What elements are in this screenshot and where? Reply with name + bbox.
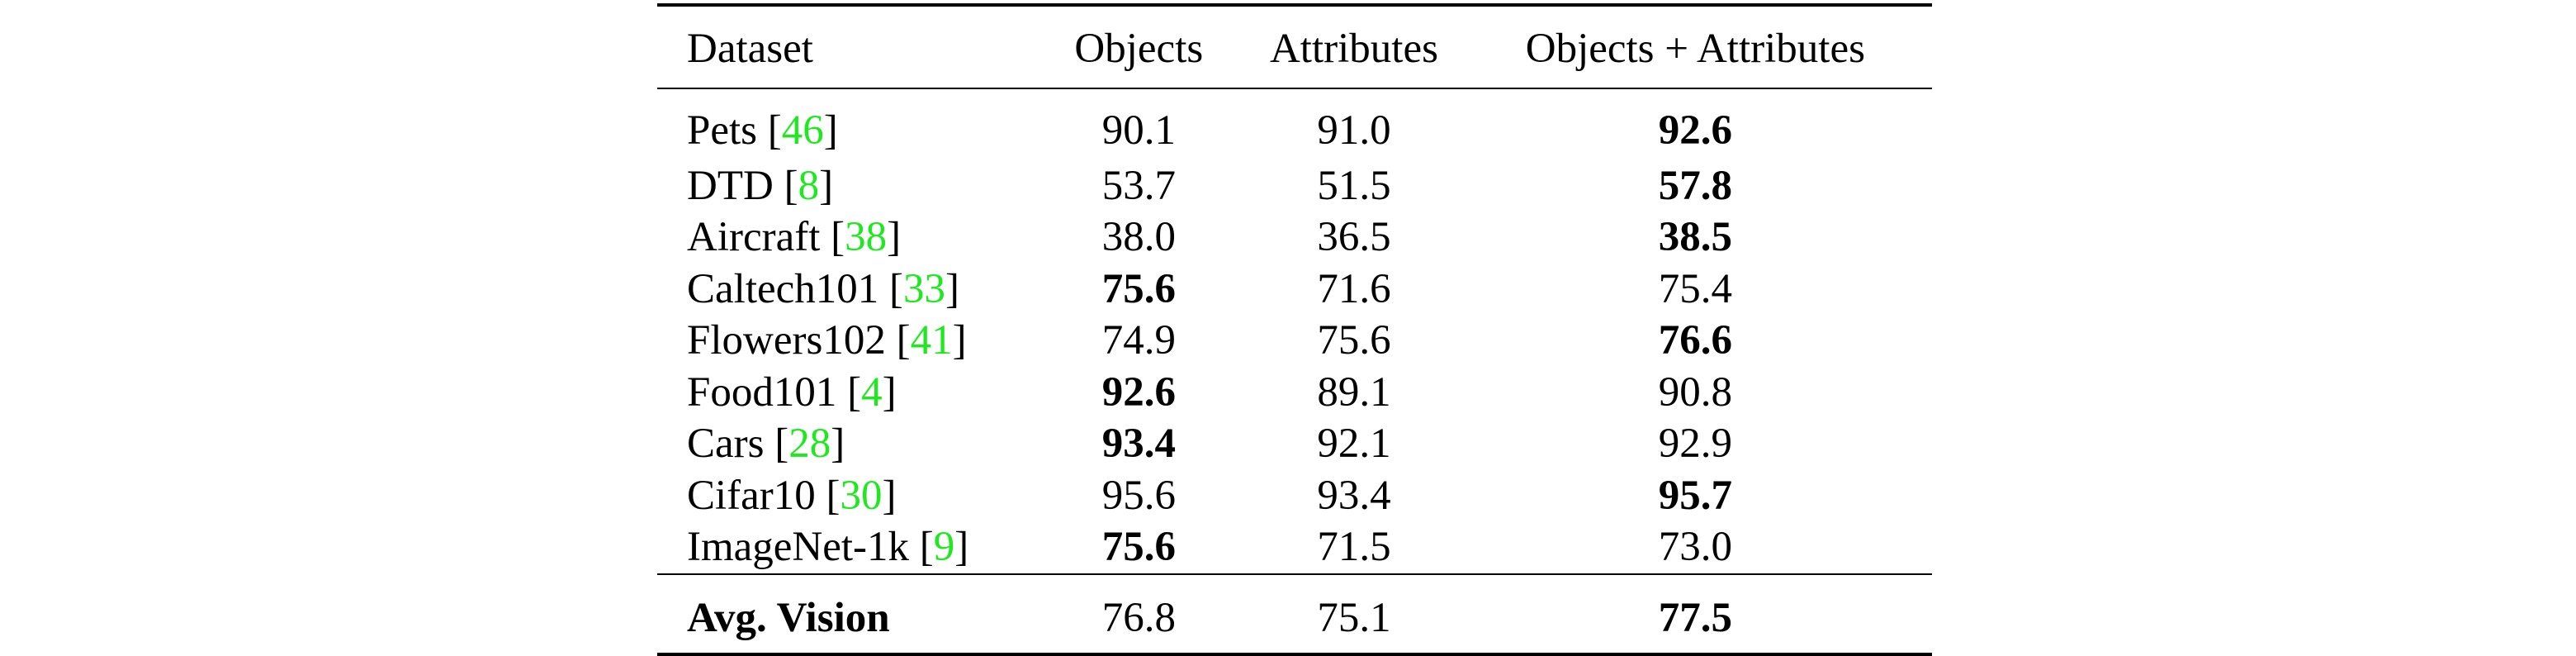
results-table: Dataset Objects Attributes Objects + Att… <box>657 3 1932 656</box>
attributes-cell: 92.1 <box>1317 421 1391 468</box>
table-row: Cifar10 [30] 95.6 93.4 95.7 <box>657 470 1932 522</box>
dataset-cell: Cars [28] <box>687 421 845 468</box>
attributes-cell: 75.6 <box>1317 317 1391 364</box>
citation-link[interactable]: 4 <box>861 368 883 416</box>
dataset-cell: Flowers102 [41] <box>687 317 967 364</box>
table-row: Food101 [4] 92.6 89.1 90.8 <box>657 367 1932 419</box>
objects-cell: 92.6 <box>1101 368 1176 416</box>
dataset-name: Flowers102 <box>687 317 886 364</box>
table-footer: Avg. Vision 76.8 75.1 77.5 <box>657 573 1932 656</box>
dataset-cell: Food101 [4] <box>687 368 897 416</box>
average-label: Avg. Vision <box>657 573 1029 656</box>
table-row: ImageNet-1k [9] 75.6 71.5 73.0 <box>657 522 1932 575</box>
dataset-name: Cars <box>687 421 765 468</box>
header-attributes: Attributes <box>1249 3 1459 88</box>
objects-attributes-cell: 95.7 <box>1658 472 1732 519</box>
citation-link[interactable]: 28 <box>788 421 831 468</box>
attributes-cell: 91.0 <box>1249 88 1459 160</box>
dataset-name: ImageNet-1k <box>687 524 910 571</box>
objects-cell: 53.7 <box>1101 162 1176 209</box>
objects-attributes-cell: 76.6 <box>1658 317 1732 364</box>
attributes-cell: 93.4 <box>1317 472 1391 519</box>
table-row: Aircraft [38] 38.0 36.5 38.5 <box>657 212 1932 264</box>
header-objects-attributes: Objects + Attributes <box>1458 3 1932 88</box>
table-header: Dataset Objects Attributes Objects + Att… <box>657 3 1932 88</box>
dataset-cell: Cifar10 [30] <box>687 472 897 519</box>
header-dataset: Dataset <box>657 3 1029 88</box>
table-row: Pets [46] 90.1 91.0 92.6 <box>657 88 1932 160</box>
objects-attributes-cell: 73.0 <box>1658 524 1732 571</box>
objects-attributes-cell: 75.4 <box>1658 265 1732 312</box>
attributes-cell: 71.6 <box>1317 265 1391 312</box>
header-objects: Objects <box>1028 3 1250 88</box>
dataset-name: Pets <box>687 107 758 154</box>
dataset-cell: Caltech101 [33] <box>687 265 959 312</box>
results-table-container: Dataset Objects Attributes Objects + Att… <box>657 3 1932 656</box>
citation-link[interactable]: 41 <box>910 317 953 364</box>
dataset-cell: ImageNet-1k [9] <box>687 524 969 571</box>
citation-link[interactable]: 38 <box>845 214 888 261</box>
average-objects-attributes-cell: 77.5 <box>1458 573 1932 656</box>
citation-link[interactable]: 46 <box>781 107 824 154</box>
citation-link[interactable]: 33 <box>903 265 945 312</box>
objects-attributes-cell: 92.6 <box>1458 88 1932 160</box>
attributes-cell: 71.5 <box>1317 524 1391 571</box>
objects-cell: 95.6 <box>1101 472 1176 519</box>
objects-attributes-cell: 57.8 <box>1658 162 1732 209</box>
dataset-cell: DTD [8] <box>687 162 834 209</box>
table-row: Cars [28] 93.4 92.1 92.9 <box>657 419 1932 471</box>
objects-cell: 74.9 <box>1101 317 1176 364</box>
dataset-name: Food101 <box>687 368 837 416</box>
objects-cell: 75.6 <box>1101 265 1176 312</box>
average-objects-cell: 76.8 <box>1028 573 1250 656</box>
table-row: DTD [8] 53.7 51.5 57.8 <box>657 160 1932 212</box>
header-row: Dataset Objects Attributes Objects + Att… <box>657 3 1932 88</box>
citation-link[interactable]: 8 <box>798 162 820 209</box>
table-body: Pets [46] 90.1 91.0 92.6 DTD [8] 53.7 51.5 57.8… <box>657 88 1932 574</box>
objects-cell: 93.4 <box>1101 421 1176 468</box>
attributes-cell: 51.5 <box>1317 162 1391 209</box>
objects-attributes-cell: 90.8 <box>1658 368 1732 416</box>
objects-cell: 38.0 <box>1101 214 1176 261</box>
attributes-cell: 36.5 <box>1317 214 1391 261</box>
objects-attributes-cell: 38.5 <box>1658 214 1732 261</box>
citation-link[interactable]: 30 <box>840 472 883 519</box>
dataset-cell: Aircraft [38] <box>687 214 902 261</box>
attributes-cell: 89.1 <box>1317 368 1391 416</box>
objects-attributes-cell: 92.9 <box>1658 421 1732 468</box>
dataset-cell: Pets [46] <box>657 88 1029 160</box>
average-row: Avg. Vision 76.8 75.1 77.5 <box>657 573 1932 656</box>
objects-cell: 75.6 <box>1101 524 1176 571</box>
table-row: Flowers102 [41] 74.9 75.6 76.6 <box>657 316 1932 368</box>
objects-cell: 90.1 <box>1028 88 1250 160</box>
dataset-name: Caltech101 <box>687 265 879 312</box>
average-attributes-cell: 75.1 <box>1249 573 1459 656</box>
dataset-name: DTD <box>687 162 774 209</box>
table-row: Caltech101 [33] 75.6 71.6 75.4 <box>657 264 1932 316</box>
dataset-name: Cifar10 <box>687 472 816 519</box>
citation-link[interactable]: 9 <box>933 524 955 571</box>
dataset-name: Aircraft <box>687 214 821 261</box>
